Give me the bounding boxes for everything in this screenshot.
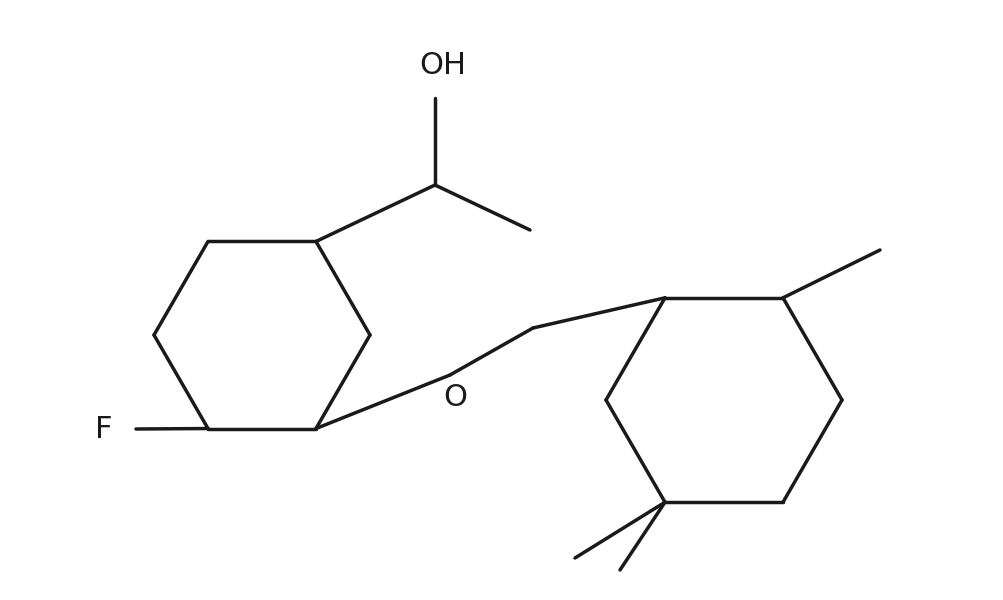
Text: OH: OH xyxy=(419,51,466,80)
Text: O: O xyxy=(442,383,466,412)
Text: F: F xyxy=(95,415,113,443)
